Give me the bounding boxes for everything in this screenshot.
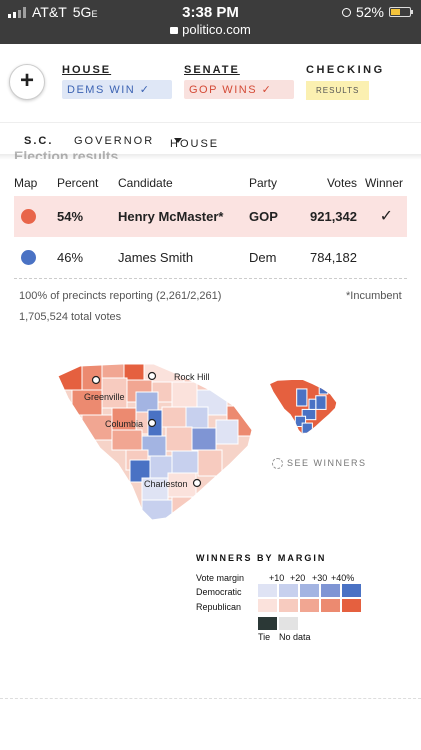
checking-title: CHECKING	[306, 64, 385, 76]
table-row: 54% Henry McMaster* GOP 921,342 ✓	[14, 196, 407, 237]
nav-state[interactable]: S.C.	[24, 135, 54, 147]
legend-swatch-dem	[279, 584, 298, 597]
header-map: Map	[14, 176, 38, 190]
state-nav: S.C. GOVERNOR HOUSE	[0, 132, 421, 154]
senate-status-badge: GOP WINS ✓	[184, 80, 294, 99]
row-candidate: James Smith	[118, 250, 194, 265]
legend-swatch-rep	[258, 599, 277, 612]
incumbent-note: *Incumbent	[346, 290, 402, 302]
header-votes: Votes	[326, 176, 357, 190]
ios-status-bar: AT&T 5GE 3:38 PM politico.com 52%	[0, 0, 421, 44]
senate-title[interactable]: SENATE	[184, 64, 240, 76]
lock-icon	[170, 27, 179, 34]
table-row: 46% James Smith Dem 784,182	[14, 237, 407, 279]
header-winner: Winner	[364, 176, 403, 190]
legend-step: +10	[269, 573, 285, 583]
legend-title: WINNERS BY MARGIN	[196, 553, 327, 563]
see-winners-link[interactable]: SEE WINNERS	[272, 458, 367, 470]
legend-swatch-no-data	[279, 617, 298, 630]
alarm-icon	[341, 7, 351, 17]
checking-status-badge[interactable]: RESULTS	[306, 81, 370, 100]
county-results-map[interactable]: Rock Hill Greenville Columbia Charleston	[52, 360, 257, 520]
legend-swatch-rep	[300, 599, 319, 612]
legend-swatch-dem	[342, 584, 361, 597]
legend-swatch-rep	[279, 599, 298, 612]
row-percent: 46%	[57, 250, 84, 265]
house-race[interactable]: HOUSE DEMS WIN ✓	[62, 64, 172, 99]
url-text: politico.com	[182, 22, 251, 37]
section-divider	[0, 698, 421, 699]
table-header: Map Percent Candidate Party Votes Winner	[14, 170, 407, 196]
legend-swatch-dem	[300, 584, 319, 597]
total-votes: 1,705,524 total votes	[19, 311, 122, 323]
row-votes: 921,342	[310, 209, 357, 224]
party-color-dot	[21, 209, 36, 224]
battery-icon	[389, 7, 413, 17]
city-label-rock-hill: Rock Hill	[174, 372, 210, 382]
margin-legend: WINNERS BY MARGIN Vote margin +10 +20 +3…	[196, 553, 361, 642]
header-party: Party	[249, 176, 278, 190]
nav-governor[interactable]: GOVERNOR	[74, 135, 155, 147]
house-status-badge: DEMS WIN ✓	[62, 80, 172, 99]
senate-race[interactable]: SENATE GOP WINS ✓	[184, 64, 294, 99]
battery-percent: 52%	[355, 4, 384, 20]
row-percent: 54%	[57, 209, 84, 224]
winner-check-icon: ✓	[379, 208, 393, 225]
row-party: Dem	[249, 250, 277, 265]
precincts-reporting: 100% of precincts reporting (2,261/2,261…	[19, 290, 222, 302]
winners-thumbnail-map[interactable]	[268, 378, 338, 434]
row-votes: 784,182	[310, 250, 357, 265]
city-label-columbia: Columbia	[105, 419, 143, 429]
row-candidate: Henry McMaster*	[118, 209, 224, 224]
legend-republican-label: Republican	[196, 602, 242, 612]
nav-shadow	[0, 154, 421, 160]
battery-info: 52%	[341, 4, 413, 20]
header-percent: Percent	[57, 176, 99, 190]
header-candidate: Candidate	[118, 176, 173, 190]
legend-swatch-dem	[258, 584, 277, 597]
clock: 3:38 PM	[182, 4, 239, 21]
carrier-info: AT&T 5GE	[8, 4, 97, 20]
pointer-hand-icon	[272, 458, 283, 470]
legend-no-data-label: No data	[279, 632, 311, 642]
caret-down-icon	[174, 138, 182, 143]
add-button[interactable]: +	[9, 64, 45, 100]
house-title[interactable]: HOUSE	[62, 64, 112, 76]
results-header: + HOUSE DEMS WIN ✓ SENATE GOP WINS ✓ CHE…	[0, 44, 421, 123]
city-label-charleston: Charleston	[144, 479, 188, 489]
rock-hill-marker	[147, 371, 157, 381]
results-table: Map Percent Candidate Party Votes Winner…	[14, 170, 407, 279]
greenville-marker	[91, 375, 101, 385]
row-party: GOP	[249, 209, 278, 224]
legend-swatch-dem	[321, 584, 340, 597]
party-color-dot	[21, 250, 36, 265]
carrier-name: AT&T	[32, 4, 67, 20]
legend-step: +20	[290, 573, 306, 583]
legend-step: +30	[312, 573, 328, 583]
legend-step: +40%	[331, 573, 355, 583]
see-winners-label: SEE WINNERS	[287, 458, 367, 468]
charleston-marker	[192, 478, 202, 488]
address-bar[interactable]: politico.com	[0, 22, 421, 37]
columbia-marker	[147, 418, 157, 428]
legend-swatch-rep	[342, 599, 361, 612]
network-type: 5G	[72, 4, 92, 20]
checking-results[interactable]: CHECKING RESULTS	[306, 64, 385, 100]
legend-swatch-rep	[321, 599, 340, 612]
legend-democratic-label: Democratic	[196, 587, 242, 597]
section-heading: Election results	[14, 147, 118, 159]
legend-swatch-tie	[258, 617, 277, 630]
legend-tie-label: Tie	[258, 632, 271, 642]
signal-icon	[8, 6, 26, 18]
network-suffix: E	[91, 9, 98, 19]
legend-vote-margin-label: Vote margin	[196, 573, 245, 583]
city-label-greenville: Greenville	[84, 392, 125, 402]
